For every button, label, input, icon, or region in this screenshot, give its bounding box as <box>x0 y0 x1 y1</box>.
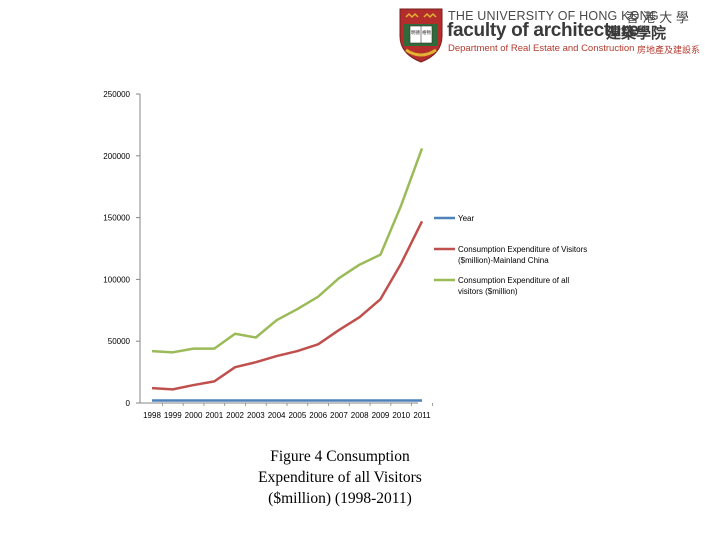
x-tick-label: 1998 <box>143 411 161 420</box>
series-line-2 <box>151 220 424 391</box>
svg-text:格物: 格物 <box>422 29 431 36</box>
x-axis-tick-labels: 1998 1999 2000 2001 2002 2003 2004 2005 2006 2007… <box>143 411 431 420</box>
university-name-zh: 香 港 大 學 <box>626 10 689 25</box>
x-tick-label: 2007 <box>330 411 348 420</box>
y-tick-label: 50000 <box>108 337 131 346</box>
caption-line-1: Figure 4 Consumption <box>270 448 410 465</box>
y-tick-label: 100000 <box>103 275 130 284</box>
y-tick-label: 250000 <box>103 90 130 99</box>
y-tick-label: 200000 <box>103 152 130 161</box>
faculty-name: faculty of architecture <box>447 20 639 41</box>
x-tick-label: 2006 <box>309 411 327 420</box>
x-tick-label: 2000 <box>185 411 203 420</box>
legend-entry-3: Consumption Expenditure of all <box>458 276 569 285</box>
x-tick-label: 2010 <box>392 411 410 420</box>
y-tick-label: 0 <box>126 399 131 408</box>
x-tick-label: 2001 <box>205 411 223 420</box>
x-tick-label: 2005 <box>288 411 306 420</box>
caption-line-2: Expenditure of all Visitors <box>258 469 422 486</box>
x-tick-label: 2011 <box>413 411 431 420</box>
legend-entry-3: visitors ($million) <box>458 287 518 296</box>
legend-entry-2: ($million)-Mainland China <box>458 256 549 265</box>
chart-axes <box>136 93 433 406</box>
x-tick-label: 1999 <box>164 411 182 420</box>
department-name-zh: 房地產及建設系 <box>637 45 701 55</box>
x-tick-label: 2008 <box>351 411 369 420</box>
x-tick-label: 2003 <box>247 411 265 420</box>
caption-line-3: ($million) (1998-2011) <box>268 490 412 507</box>
x-tick-label: 2009 <box>372 411 390 420</box>
chart-series <box>151 147 424 402</box>
x-tick-label: 2004 <box>268 411 286 420</box>
series-line-3 <box>151 147 424 354</box>
department-name: Department of Real Estate and Constructi… <box>448 43 635 54</box>
y-tick-label: 150000 <box>103 214 130 223</box>
legend-entry-2: Consumption Expenditure of Visitors <box>458 245 587 254</box>
university-header: 明德 格物 THE UNIVERSITY OF HONG KONG 香 港 大 … <box>396 6 716 64</box>
university-name: THE UNIVERSITY OF HONG KONG <box>448 9 659 23</box>
figure-caption: Figure 4 Consumption Expenditure of all … <box>190 446 490 509</box>
university-crest-icon: 明德 格物 <box>399 8 443 63</box>
legend-entry-1: Year <box>458 214 475 223</box>
crest-book-text: 明德 <box>411 29 420 36</box>
chart-legend: Year Consumption Expenditure of Visitors (… <box>434 214 587 296</box>
faculty-name-zh: 建築學院 <box>606 25 667 42</box>
y-axis-tick-labels: 250000 200000 150000 100000 50000 0 <box>103 90 130 408</box>
x-tick-label: 2002 <box>226 411 244 420</box>
